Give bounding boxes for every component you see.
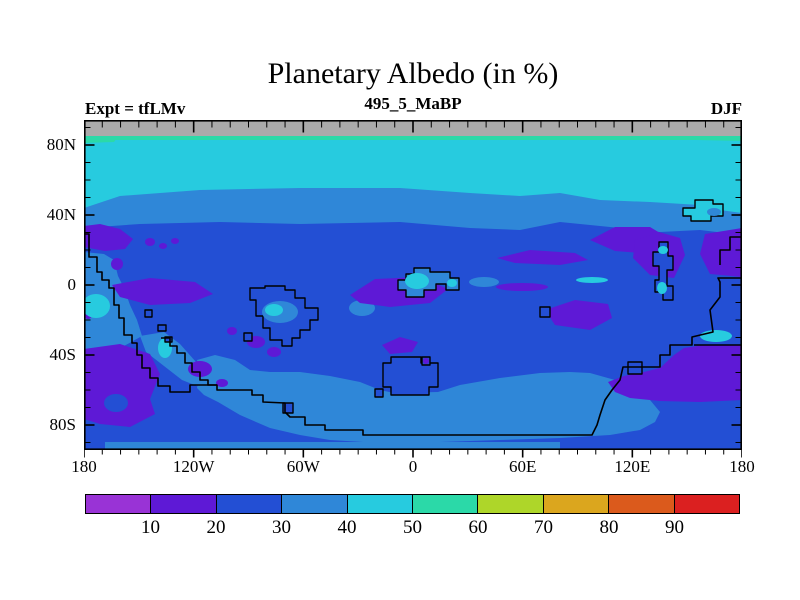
lat-tick-label: 40S: [49, 345, 76, 364]
colorbar-cell: [478, 495, 544, 513]
colorbar-cell: [347, 495, 414, 513]
colorbar-tick-label: 70: [534, 517, 553, 538]
lat-tick-label: 0: [67, 275, 77, 294]
lat-tick-label: 80N: [46, 135, 76, 154]
colorbar-cell: [609, 495, 675, 513]
albedo-patches-10-20: [84, 224, 742, 427]
island-outlines: [249, 199, 724, 398]
colorbar-cell: [543, 495, 610, 513]
lon-tick-label: 60E: [508, 457, 537, 476]
colorbar-tick-label: 80: [599, 517, 619, 538]
colorbar-cell: [216, 495, 283, 513]
lon-tick-label: 0: [408, 457, 418, 476]
colorbar-tick-label: 50: [403, 517, 422, 538]
colorbar-cell: [86, 495, 152, 513]
colorbar-tick-label: 30: [272, 517, 291, 538]
albedo-patches-40-50: [84, 277, 732, 358]
page-title: Planetary Albedo (in %): [267, 57, 559, 90]
lon-tick-label: 180: [729, 457, 755, 476]
season-label: DJF: [710, 99, 742, 118]
lat-tick-label: 40N: [46, 205, 76, 224]
lon-tick-label: 180: [71, 457, 97, 476]
plot-subtitle: 495_5_MaBP: [364, 94, 462, 113]
lon-tick-label: 60W: [286, 457, 320, 476]
colorbar-tick-label: 40: [337, 517, 357, 538]
albedo-band-40-50-north: [84, 136, 742, 213]
map-frame: [84, 120, 742, 450]
experiment-label: Expt = tfLMv: [85, 99, 186, 118]
lake-squares: [144, 306, 643, 414]
colorbar-cell: [413, 495, 479, 513]
tick-marks: [84, 121, 742, 458]
lon-tick-label: 120E: [614, 457, 651, 476]
colorbar-cell: [151, 495, 217, 513]
coastlines: [84, 233, 742, 436]
lon-tick-label: 120W: [172, 457, 215, 476]
albedo-patches-30-40-south: [84, 252, 660, 449]
lat-tick-label: 80S: [49, 415, 76, 434]
colorbar-cell: [282, 495, 348, 513]
colorbar-tick-label: 20: [206, 517, 226, 538]
colorbar-tick-label: 90: [665, 517, 684, 538]
albedo-map: [84, 120, 742, 458]
colorbar: [85, 494, 740, 514]
colorbar-tick-label: 10: [141, 517, 160, 538]
colorbar-tick-label: 60: [468, 517, 488, 538]
colorbar-labels: 10 20 30 40 50 60 70 80 90: [85, 517, 740, 541]
colorbar-cell: [674, 495, 740, 513]
